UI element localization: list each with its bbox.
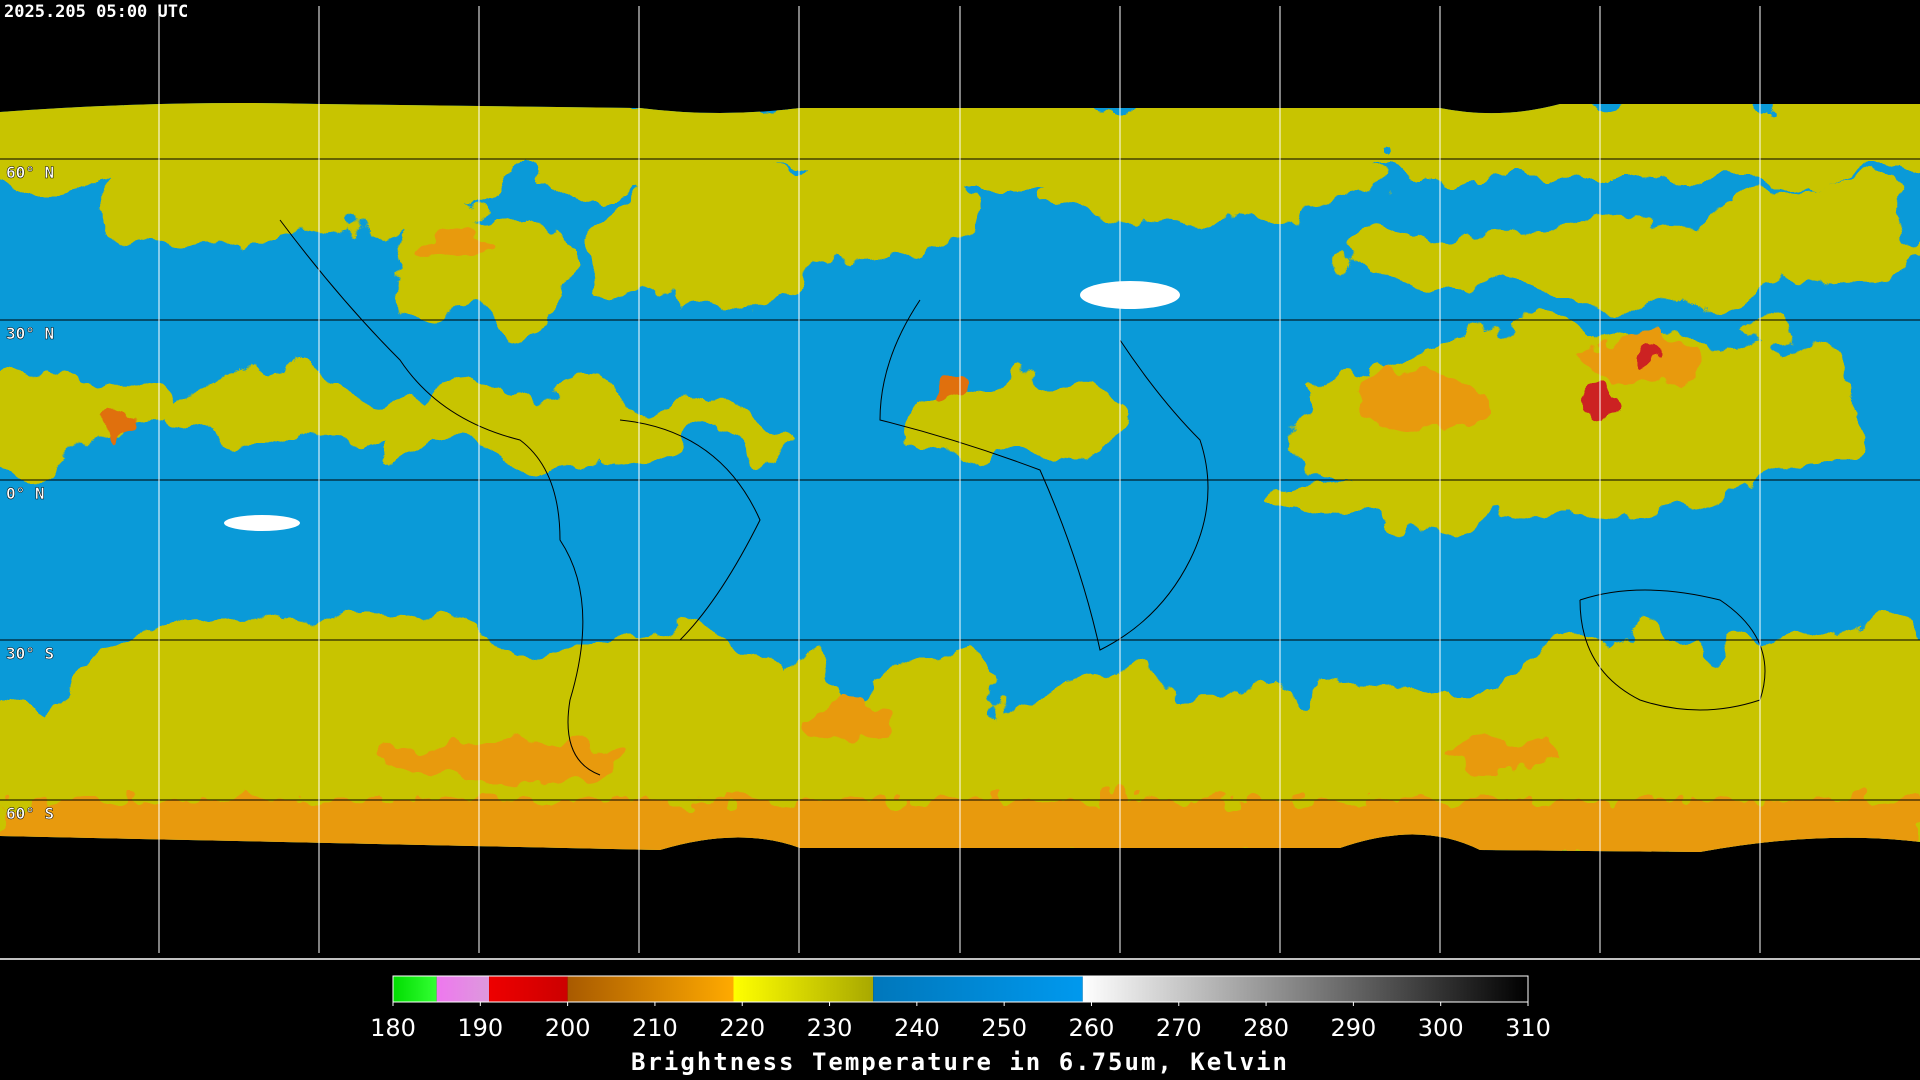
latitude-labels: 60° N 30° N 0° N 30° S 60° S: [6, 163, 55, 824]
colorbar-tick-label: 240: [894, 1014, 940, 1042]
meridians: [158, 6, 1761, 953]
colorbar-tick-label: 230: [807, 1014, 853, 1042]
colorbar-tick-label: 260: [1069, 1014, 1115, 1042]
colorbar-tick-label: 310: [1505, 1014, 1551, 1042]
colorbar-segment: [567, 976, 734, 1002]
colorbar-tick-label: 300: [1418, 1014, 1464, 1042]
latitude-label: 30° S: [6, 644, 54, 663]
colorbar-tick-label: 190: [457, 1014, 503, 1042]
colorbar-tick-label: 220: [719, 1014, 765, 1042]
colorbar-tick-label: 280: [1243, 1014, 1289, 1042]
colorbar-tick-label: 250: [981, 1014, 1027, 1042]
warm-dry-spots: [224, 281, 1180, 531]
colorbar-segment: [873, 976, 1083, 1002]
colorbar-tick-label: 210: [632, 1014, 678, 1042]
colorbar-segment: [733, 976, 874, 1002]
colorbar-tick-label: 270: [1156, 1014, 1202, 1042]
colorbar-segment: [436, 976, 490, 1002]
coastlines: [279, 219, 1766, 776]
colorbar-frame: [392, 975, 1529, 1003]
colorbar-title: Brightness Temperature in 6.75um, Kelvin: [631, 1048, 1289, 1076]
colorbar-tick-label: 200: [545, 1014, 591, 1042]
colorbar-segment: [1082, 976, 1528, 1002]
colorbar-segment: [393, 976, 437, 1002]
latitude-label: 30° N: [6, 324, 54, 343]
colorbar-tick-label: 290: [1330, 1014, 1376, 1042]
latitude-label: 0° N: [6, 484, 45, 503]
latitude-label: 60° N: [6, 163, 54, 182]
colorbar: 180 190 200 210 220 230 240 250 260 270 280 290 300 3…: [370, 975, 1551, 1042]
timestamp: 2025.205 05:00 UTC: [4, 2, 188, 22]
latitude-label: 60° S: [6, 804, 54, 823]
colorbar-segment: [489, 976, 568, 1002]
colorbar-tick-label: 180: [370, 1014, 416, 1042]
